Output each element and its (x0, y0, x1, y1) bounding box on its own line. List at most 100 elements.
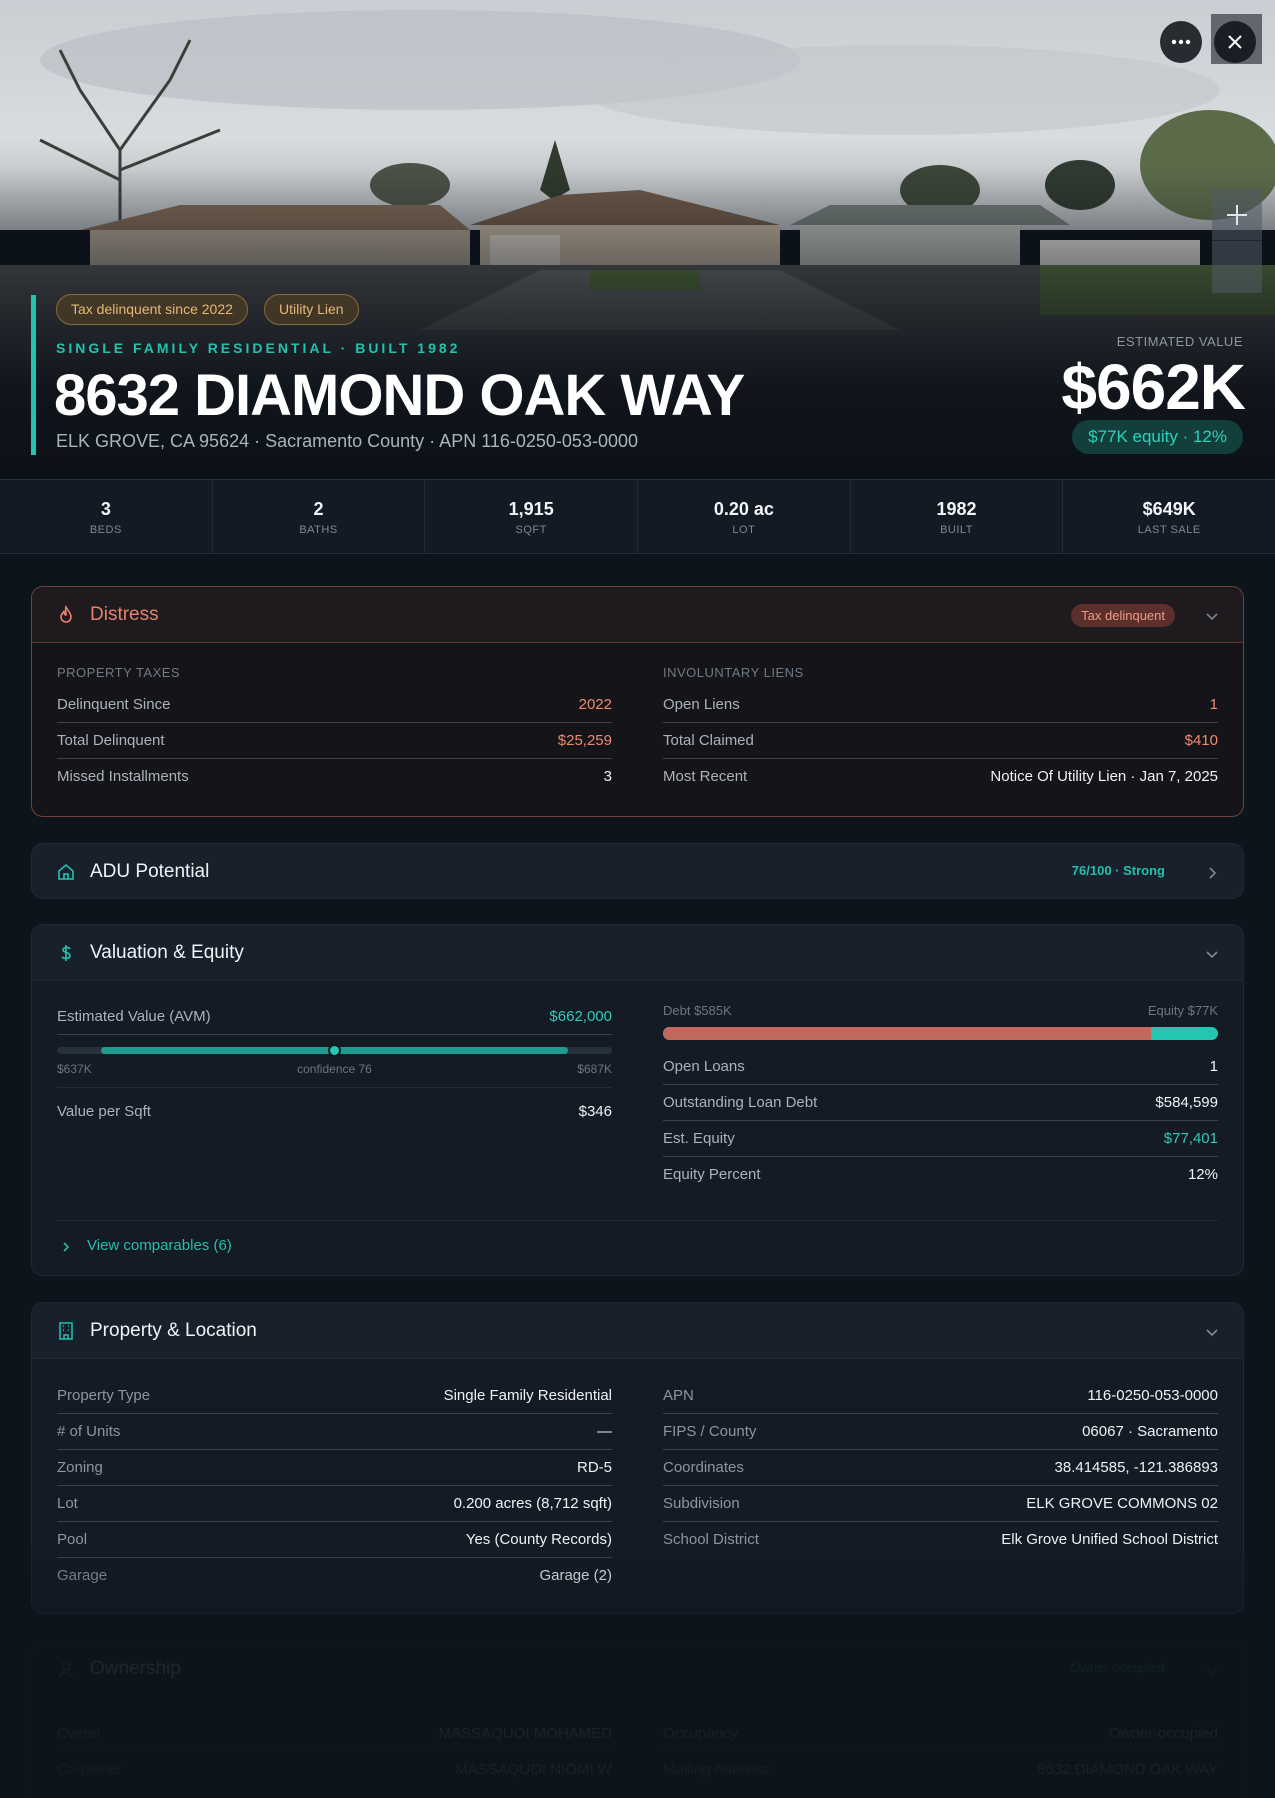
stat-sqft: 1,915 SQFT (425, 480, 639, 553)
row-key: Total Delinquent (57, 732, 165, 749)
stat-built: 1982 BUILT (851, 480, 1064, 553)
home-icon (58, 863, 74, 880)
avm-column: Estimated Value (AVM) $662,000 $637K con… (57, 999, 612, 1199)
debt-equity-bar (663, 1027, 1218, 1040)
stat-last-sale: $649K LAST SALE (1063, 480, 1275, 553)
row-value: Garage (2) (539, 1567, 612, 1584)
table-row: School District Elk Grove Unified School … (663, 1522, 1218, 1558)
row-key: Est. Equity (663, 1130, 735, 1147)
row-key: Equity Percent (663, 1166, 761, 1183)
row-key: Mailing Address (663, 1761, 769, 1778)
loan-rows: Open Loans 1 Outstanding Loan Debt $584,… (663, 1049, 1218, 1193)
stat-value: 0.20 ac (713, 499, 774, 519)
avm-row: Estimated Value (AVM) $662,000 (57, 999, 612, 1035)
debt-equity-column: Debt $585K Equity $77K Open Loans 1 Outs… (663, 1003, 1218, 1203)
chevron-right-icon[interactable] (1205, 866, 1219, 880)
stat-label: BEDS (89, 524, 122, 536)
valuation-title: Valuation & Equity (90, 942, 244, 963)
row-key: Delinquent Since (57, 696, 171, 713)
stat-value: 2 (313, 499, 324, 519)
flame-icon (60, 605, 72, 623)
distress-header[interactable]: Distress Tax delinquent (32, 587, 1243, 643)
row-key: Owner (57, 1725, 102, 1742)
chevron-down-icon[interactable] (1205, 947, 1219, 961)
table-row: Co-owner MASSAQUOI NIOMI W (57, 1752, 612, 1788)
user-icon (58, 1661, 74, 1678)
stat-baths: 2 BATHS (213, 480, 426, 553)
chevron-right-icon[interactable] (60, 1241, 72, 1253)
ownership-title: Ownership (90, 1658, 181, 1679)
accent-bar (31, 295, 36, 455)
dollar-icon (61, 945, 71, 961)
table-row: Zoning RD-5 (57, 1450, 612, 1486)
chevron-down-icon[interactable] (1205, 1663, 1219, 1677)
chevron-down-icon[interactable] (1205, 609, 1219, 623)
distress-section: Distress Tax delinquent PROPERTY TAXES D… (31, 586, 1244, 817)
avm-confidence: confidence 76 (297, 1062, 372, 1076)
stat-label: BATHS (299, 524, 338, 536)
estimated-value: $662K (1061, 351, 1246, 423)
table-row: Most Recent Notice Of Utility Lien · Jan… (663, 759, 1218, 795)
more-options-button[interactable] (1160, 21, 1202, 63)
row-key: Outstanding Loan Debt (663, 1094, 818, 1111)
row-value: ELK GROVE COMMONS 02 (1026, 1495, 1218, 1512)
table-row: Open Liens 1 (663, 687, 1218, 723)
plus-icon (1227, 204, 1247, 225)
row-key: Subdivision (663, 1495, 740, 1512)
owner-column: Owner MASSAQUOI MOHAMED Co-owner MASSAQUOI… (57, 1716, 612, 1788)
avm-range-low: $637K (57, 1062, 92, 1076)
table-row: Est. Equity $77,401 (663, 1121, 1218, 1157)
property-subaddress: ELK GROVE, CA 95624 · Sacramento County … (56, 431, 638, 451)
adu-header[interactable]: ADU Potential 76/100 · Strong (32, 844, 1243, 898)
row-value: 06067 · Sacramento (1082, 1423, 1218, 1440)
row-value: $410 (1184, 732, 1218, 749)
row-value: MASSAQUOI NIOMI W (455, 1761, 612, 1778)
chevron-down-icon[interactable] (1205, 1325, 1219, 1339)
row-key: FIPS / County (663, 1423, 757, 1440)
row-value: 1 (1209, 696, 1218, 713)
close-icon (1228, 35, 1242, 49)
view-comparables-link[interactable]: View comparables (6) (87, 1237, 232, 1254)
row-key: APN (663, 1387, 694, 1404)
row-key: Value per Sqft (57, 1103, 151, 1120)
property-taxes-label: PROPERTY TAXES (57, 665, 181, 680)
row-key: Missed Installments (57, 768, 189, 785)
row-value: Elk Grove Unified School District (1001, 1531, 1218, 1548)
row-key: # of Units (57, 1423, 121, 1440)
row-key: Garage (57, 1567, 108, 1584)
table-row: Delinquent Since 2022 (57, 687, 612, 723)
property-address: 8632 DIAMOND OAK WAY (54, 363, 745, 428)
stat-label: LOT (732, 524, 756, 536)
close-button[interactable] (1214, 21, 1256, 63)
row-value: MASSAQUOI MOHAMED (438, 1725, 612, 1742)
table-row: Subdivision ELK GROVE COMMONS 02 (663, 1486, 1218, 1522)
ownership-header[interactable]: Ownership Owner-occupied (32, 1641, 1243, 1697)
zoom-in-button[interactable] (1212, 189, 1262, 241)
distress-badge: Tax delinquent (1071, 604, 1175, 627)
table-row: Property Type Single Family Residential (57, 1378, 612, 1414)
divider (57, 1087, 612, 1088)
row-key: Estimated Value (AVM) (57, 1008, 211, 1025)
divider (57, 1220, 1218, 1221)
row-value: Yes (County Records) (465, 1531, 612, 1548)
property-hero: Tax delinquent since 2022 Utility Lien S… (0, 0, 1275, 480)
avm-range-high: $687K (577, 1062, 612, 1076)
stat-lot: 0.20 ac LOT (638, 480, 851, 553)
valuation-header[interactable]: Valuation & Equity (32, 925, 1243, 981)
stat-value: 3 (100, 499, 111, 519)
adu-score: 76/100 · Strong (1071, 863, 1165, 878)
property-header[interactable]: Property & Location (32, 1303, 1243, 1359)
table-row: Outstanding Loan Debt $584,599 (663, 1085, 1218, 1121)
property-details-column: Property Type Single Family Residential #… (57, 1378, 612, 1594)
debt-bar-fill (663, 1027, 1152, 1040)
map-zoom-control[interactable] (1212, 189, 1262, 293)
row-value: $25,259 (557, 732, 612, 749)
row-value: $584,599 (1155, 1094, 1218, 1111)
adu-potential-section[interactable]: ADU Potential 76/100 · Strong (31, 843, 1244, 899)
property-kicker: SINGLE FAMILY RESIDENTIAL · BUILT 1982 (56, 340, 461, 356)
row-key: Pool (57, 1531, 88, 1548)
stats-strip: 3 BEDS 2 BATHS 1,915 SQFT 0.20 ac LOT 19… (0, 480, 1275, 554)
property-location-section: Property & Location Property Type Single … (31, 1302, 1244, 1614)
row-value: 0.200 acres (8,712 sqft) (453, 1495, 612, 1512)
stat-beds: 3 BEDS (0, 480, 213, 553)
